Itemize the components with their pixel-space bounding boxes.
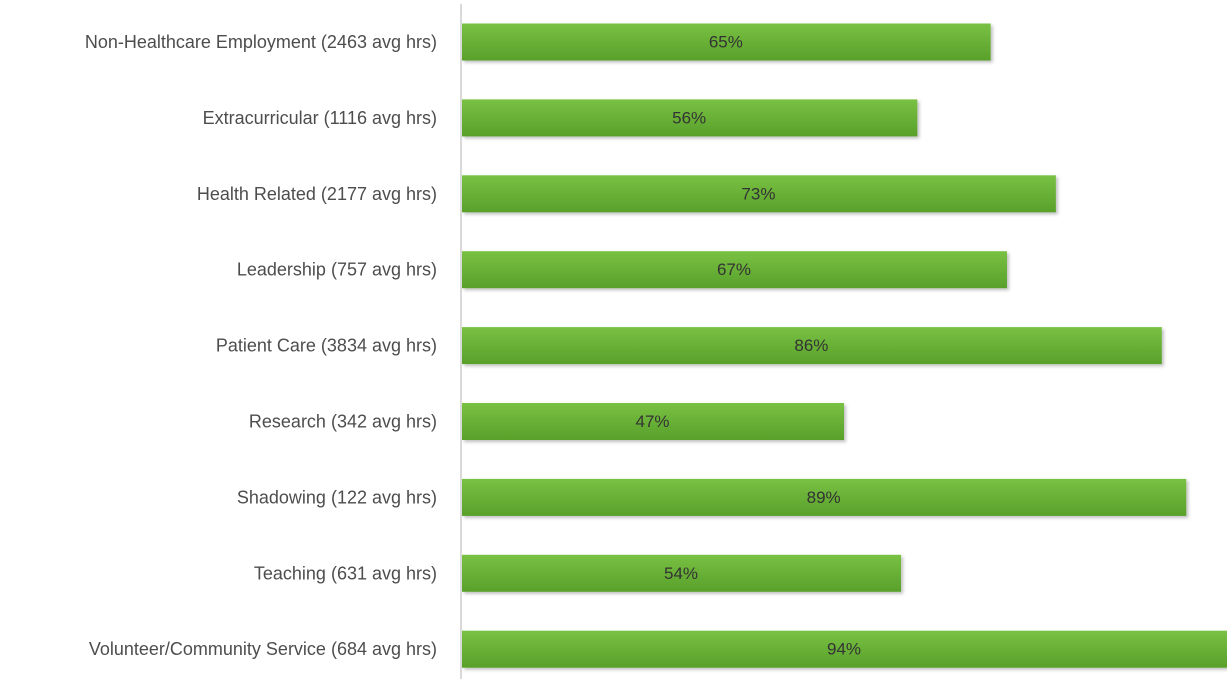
bar-1 [462, 99, 918, 137]
category-label-5: Research (342 avg hrs) [249, 412, 437, 432]
bar-value-label-5: 47% [635, 412, 669, 431]
bar-2 [462, 175, 1056, 213]
bar-value-label-3: 67% [717, 260, 751, 279]
bar-4 [462, 327, 1162, 365]
bar-7 [462, 554, 902, 592]
bars-layer [462, 23, 1227, 668]
bar-8 [462, 630, 1227, 668]
bar-value-label-0: 65% [709, 33, 743, 52]
bar-value-label-7: 54% [664, 564, 698, 583]
bar-value-label-2: 73% [741, 184, 775, 203]
bar-3 [462, 251, 1007, 289]
category-label-1: Extracurricular (1116 avg hrs) [203, 108, 437, 128]
bar-value-label-4: 86% [794, 336, 828, 355]
category-label-7: Teaching (631 avg hrs) [254, 563, 437, 583]
category-label-6: Shadowing (122 avg hrs) [237, 487, 437, 507]
bar-5 [462, 403, 844, 440]
category-label-8: Volunteer/Community Service (684 avg hrs… [89, 639, 437, 659]
bar-0 [462, 23, 991, 61]
category-label-0: Non-Healthcare Employment (2463 avg hrs) [85, 32, 437, 52]
bar-6 [462, 478, 1187, 516]
bar-value-label-8: 94% [827, 640, 861, 659]
bar-value-label-1: 56% [672, 108, 706, 127]
labels-layer: 65% Non-Healthcare Employment (2463 avg h… [85, 32, 861, 659]
category-label-3: Leadership (757 avg hrs) [237, 260, 437, 280]
bar-value-label-6: 89% [807, 488, 841, 507]
category-label-4: Patient Care (3834 avg hrs) [216, 336, 437, 356]
category-label-2: Health Related (2177 avg hrs) [197, 184, 437, 204]
